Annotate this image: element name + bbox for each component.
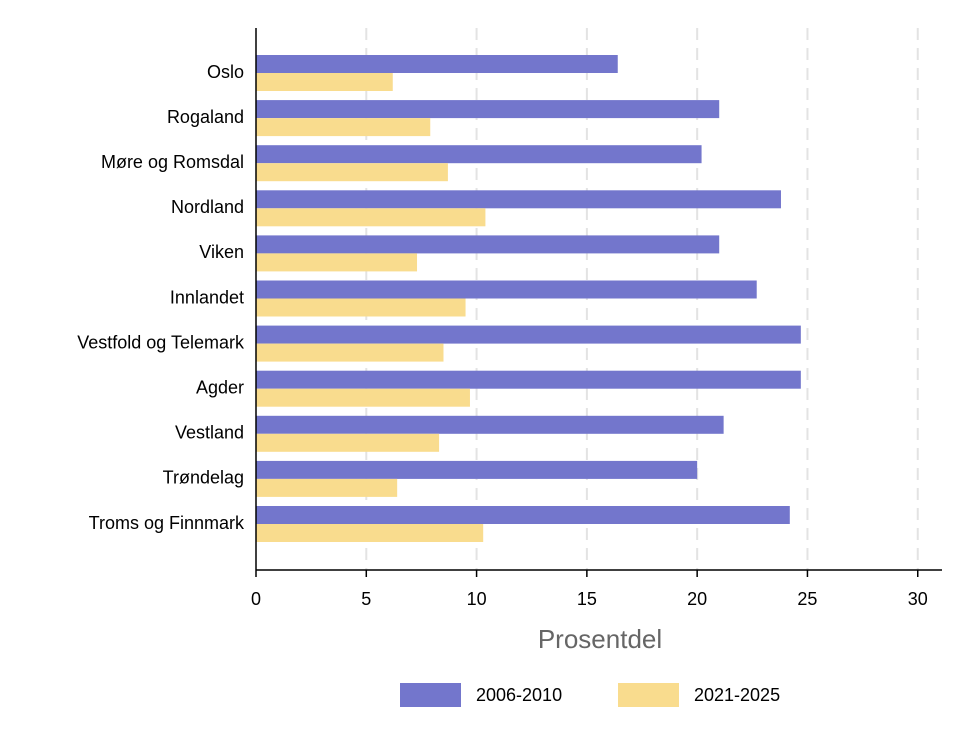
bar: [256, 253, 418, 272]
bar: [256, 388, 470, 407]
legend-label: 2006-2010: [476, 685, 562, 705]
x-tick-label: 0: [251, 589, 261, 609]
y-tick-label: Møre og Romsdal: [101, 152, 244, 172]
y-tick-label: Nordland: [171, 197, 244, 217]
bar: [256, 100, 720, 119]
bar: [256, 208, 486, 227]
legend-swatch: [618, 683, 679, 707]
bar: [256, 524, 484, 542]
y-tick-label: Vestland: [175, 423, 244, 443]
bar: [256, 55, 618, 73]
bar: [256, 298, 466, 317]
y-tick-label: Viken: [199, 242, 244, 262]
bar: [256, 478, 398, 497]
bar: [256, 343, 444, 362]
bar: [256, 145, 702, 164]
x-tick-label: 15: [577, 589, 597, 609]
x-axis-label: Prosentdel: [538, 624, 662, 654]
bar: [256, 370, 801, 389]
bar: [256, 460, 698, 479]
bar: [256, 118, 431, 137]
bar: [256, 325, 801, 344]
x-tick-label: 20: [687, 589, 707, 609]
bar: [256, 506, 790, 524]
bar: [256, 163, 448, 182]
y-tick-label: Rogaland: [167, 107, 244, 127]
y-tick-label: Vestfold og Telemark: [77, 332, 245, 352]
x-tick-label: 10: [467, 589, 487, 609]
y-tick-label: Agder: [196, 377, 244, 397]
x-tick-label: 5: [361, 589, 371, 609]
y-tick-label: Trøndelag: [163, 468, 244, 488]
legend-swatch: [400, 683, 461, 707]
bar: [256, 73, 393, 91]
y-tick-label: Troms og Finnmark: [89, 513, 245, 533]
bar: [256, 235, 720, 254]
bar: [256, 190, 781, 209]
y-tick-label: Innlandet: [170, 287, 244, 307]
y-tick-label: Oslo: [207, 62, 244, 82]
legend-label: 2021-2025: [694, 685, 780, 705]
x-tick-label: 25: [797, 589, 817, 609]
bar: [256, 433, 440, 452]
bar: [256, 280, 757, 299]
bar: [256, 415, 724, 434]
x-tick-label: 30: [908, 589, 928, 609]
